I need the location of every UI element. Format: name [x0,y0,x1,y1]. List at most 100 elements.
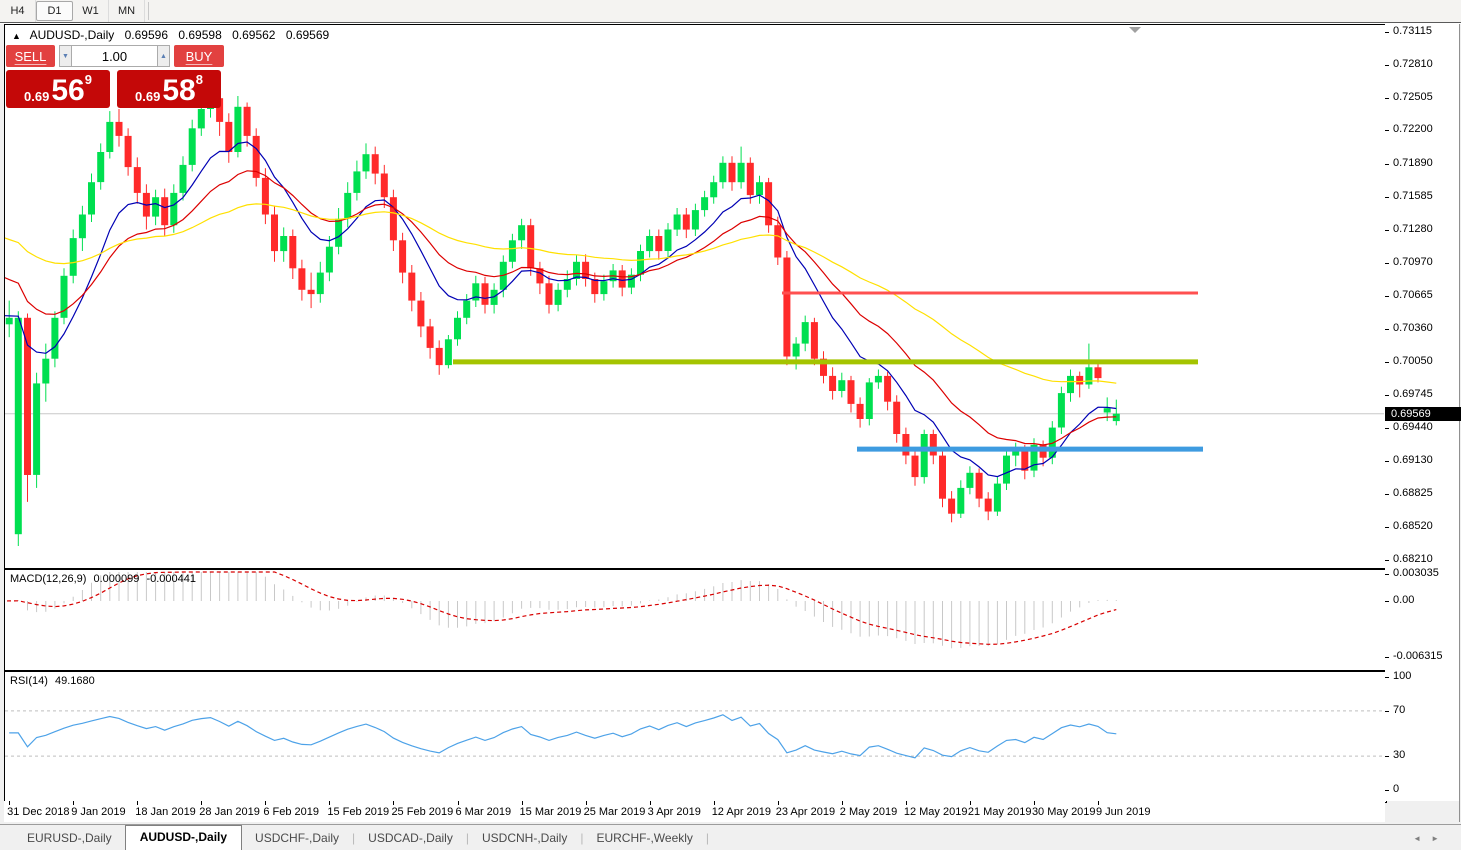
price-axis: 0.73115 0.72810 0.72505 0.72200 0.71890 0.715… [1385,24,1461,801]
tab-scroll-left-icon[interactable]: ◄ [1413,834,1432,843]
tab-usdchf-daily[interactable]: USDCHF-,Daily [255,831,340,845]
chart-symbol-label: AUDUSD-,Daily [29,28,115,42]
date-tick [649,801,651,805]
price-tick-label: 0.71585 [1393,189,1433,202]
tab-scroll-right-icon[interactable]: ► [1431,834,1449,843]
date-tick [201,801,203,805]
date-tick-label: 15 Feb 2019 [327,806,390,818]
axis-tick [1385,526,1389,528]
macd-tick-label: 0.003035 [1393,566,1439,579]
date-tick [265,801,267,805]
macd-indicator-pane [4,569,1387,671]
axis-tick [1385,130,1389,132]
rsi-value: 49.1680 [54,675,95,687]
macd-signal-value: -0.000441 [146,573,196,585]
axis-tick [1385,559,1389,561]
date-tick-label: 3 Apr 2019 [647,806,701,818]
date-tick [137,801,139,805]
axis-tick [1385,262,1389,264]
volume-decrease-button[interactable]: ▼ [59,45,72,67]
price-tick-label: 0.70360 [1393,321,1433,334]
tab-separator: | [705,831,710,845]
sell-button[interactable]: SELL [6,45,55,67]
axis-tick [1385,710,1389,712]
period-button-d1[interactable]: D1 [36,1,73,21]
macd-label: MACD(12,26,9) 0.000099 -0.000441 [10,573,196,585]
date-tick [777,801,779,805]
axis-tick [1385,657,1389,659]
period-button-w1[interactable]: W1 [73,0,109,22]
date-tick [905,801,907,805]
price-tick-label: 0.70050 [1393,354,1433,367]
price-tick-label: 0.69440 [1393,420,1433,433]
date-tick-label: 31 Dec 2018 [7,806,70,818]
buy-button[interactable]: BUY [174,45,224,67]
period-button-h4[interactable]: H4 [0,0,36,22]
date-tick [9,801,11,805]
date-tick [841,801,843,805]
price-tick-label: 0.71890 [1393,156,1433,169]
date-tick-label: 18 Jan 2019 [135,806,196,818]
rsi-indicator-pane [4,671,1387,803]
date-tick-label: 6 Feb 2019 [263,806,319,818]
date-tick-label: 25 Feb 2019 [391,806,454,818]
axis-tick [1385,493,1389,495]
tab-audusd-daily[interactable]: AUDUSD-,Daily [124,825,243,850]
axis-tick [1385,427,1389,429]
collapse-panel-icon[interactable]: ▲ [12,31,21,41]
price-tick-label: 0.72810 [1393,57,1433,70]
date-tick-label: 2 May 2019 [839,806,898,818]
axis-tick [1385,361,1389,363]
axis-tick [1385,394,1389,396]
macd-tick-label: -0.006315 [1393,650,1443,663]
date-tick [521,801,523,805]
tab-eurusd-daily[interactable]: EURUSD-,Daily [27,831,112,845]
macd-tick-label: 0.00 [1393,594,1415,606]
axis-tick [1385,790,1389,791]
date-tick-label: 9 Jun 2019 [1096,806,1151,818]
date-tick [329,801,331,805]
tab-usdcad-daily[interactable]: USDCAD-,Daily [368,831,453,845]
buy-price-box[interactable]: 0.69 58 8 [117,70,221,108]
price-tick-label: 0.68520 [1393,519,1433,532]
tab-usdcnh-daily[interactable]: USDCNH-,Daily [481,831,568,845]
date-tick-label: 28 Jan 2019 [199,806,260,818]
date-tick-label: 21 May 2019 [967,806,1032,818]
buy-price-prefix: 0.69 [135,89,161,104]
date-tick [1098,801,1099,805]
price-tick-label: 0.70970 [1393,255,1433,268]
axis-tick [1385,573,1389,575]
axis-tick [1385,229,1389,231]
tab-eurchf-weekly[interactable]: EURCHF-,Weekly [596,831,693,845]
axis-tick [1385,460,1389,462]
one-click-trading-panel: SELL ▼ ▲ BUY 0.69 56 9 0.69 58 8 [6,45,225,108]
candlestick-plot [5,27,1384,546]
date-tick [969,801,971,805]
date-axis: 31 Dec 2018 9 Jan 2019 18 Jan 2019 28 Jan 2… [4,801,1385,822]
sell-price-prefix: 0.69 [24,89,50,104]
sell-price-main: 56 [51,74,85,107]
date-tick [1033,801,1035,805]
tab-separator: | [580,831,584,845]
ohlc-close: 0.69569 [285,28,330,42]
volume-increase-button[interactable]: ▲ [157,45,170,67]
volume-input[interactable] [72,45,157,67]
price-tick-label: 0.68825 [1393,486,1433,499]
price-tick-label: 0.71280 [1393,222,1433,235]
period-button-mn[interactable]: MN [109,0,145,22]
chart-tab-bar: EURUSD-,Daily AUDUSD-,Daily USDCHF-,Dail… [0,824,1461,850]
window-border-top [0,22,1461,23]
sell-price-box[interactable]: 0.69 56 9 [6,70,110,108]
date-tick-label: 6 Mar 2019 [455,806,512,818]
rsi-tick-label: 100 [1393,670,1412,682]
date-tick-label: 12 May 2019 [903,806,968,818]
date-tick-label: 23 Apr 2019 [775,806,836,818]
macd-plot [5,571,1117,649]
rsi-tick-label: 70 [1393,703,1406,716]
window-border-right [1459,24,1460,822]
axis-tick [1385,163,1389,165]
buy-price-main: 58 [162,74,196,107]
toolbar-separator [148,2,149,20]
rsi-tick-label: 0 [1393,783,1400,795]
